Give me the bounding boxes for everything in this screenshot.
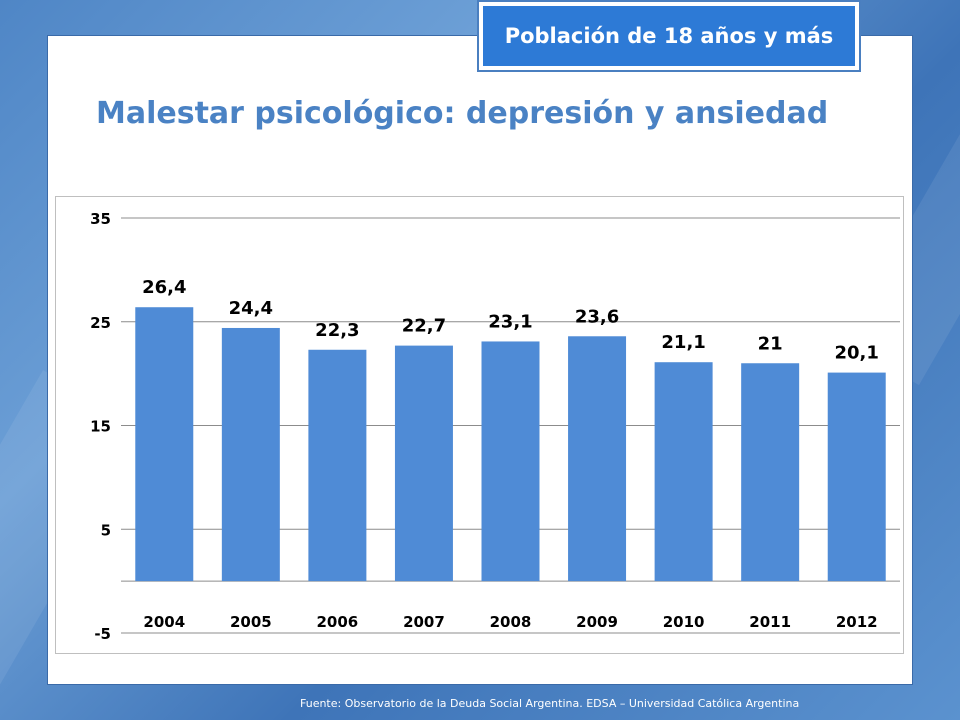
y-tick-label: 25 [90, 314, 111, 332]
y-tick-label: -5 [94, 625, 111, 643]
data-label: 23,6 [575, 306, 619, 327]
y-tick-label: 15 [90, 418, 111, 436]
x-tick-label: 2004 [143, 613, 185, 631]
bar-2008 [481, 341, 540, 582]
x-tick-label: 2007 [403, 613, 445, 631]
bar-chart: -5 5 15 25 35 26,4 2004 24,4 2005 22,3 2006 22,7 200… [90, 210, 900, 643]
bar-2007 [394, 345, 453, 582]
bar-2010 [654, 362, 713, 582]
bar-2012 [827, 372, 886, 582]
data-label: 22,3 [315, 320, 359, 341]
population-badge-label: Población de 18 años y más [483, 6, 855, 66]
data-label: 24,4 [229, 298, 273, 319]
population-badge: Población de 18 años y más [477, 0, 861, 72]
bar-2004 [135, 307, 194, 582]
x-tick-label: 2005 [230, 613, 272, 631]
data-label: 21 [758, 333, 783, 354]
bar-2005 [221, 327, 280, 582]
x-tick-label: 2012 [836, 613, 878, 631]
y-tick-label: 5 [101, 521, 111, 539]
x-tick-label: 2006 [317, 613, 359, 631]
bar-2011 [741, 363, 800, 582]
data-label: 22,7 [402, 316, 446, 337]
source-footer: Fuente: Observatorio de la Deuda Social … [300, 697, 800, 710]
bar-2009 [568, 336, 627, 582]
x-tick-label: 2010 [663, 613, 705, 631]
x-tick-label: 2008 [490, 613, 532, 631]
data-label: 23,1 [488, 311, 532, 332]
data-label: 20,1 [835, 343, 879, 364]
y-tick-label: 35 [90, 210, 111, 228]
data-label: 21,1 [661, 332, 705, 353]
bar-2006 [308, 349, 367, 582]
chart-title: Malestar psicológico: depresión y ansied… [96, 96, 829, 131]
x-tick-label: 2009 [576, 613, 618, 631]
x-tick-label: 2011 [749, 613, 791, 631]
data-label: 26,4 [142, 277, 186, 298]
